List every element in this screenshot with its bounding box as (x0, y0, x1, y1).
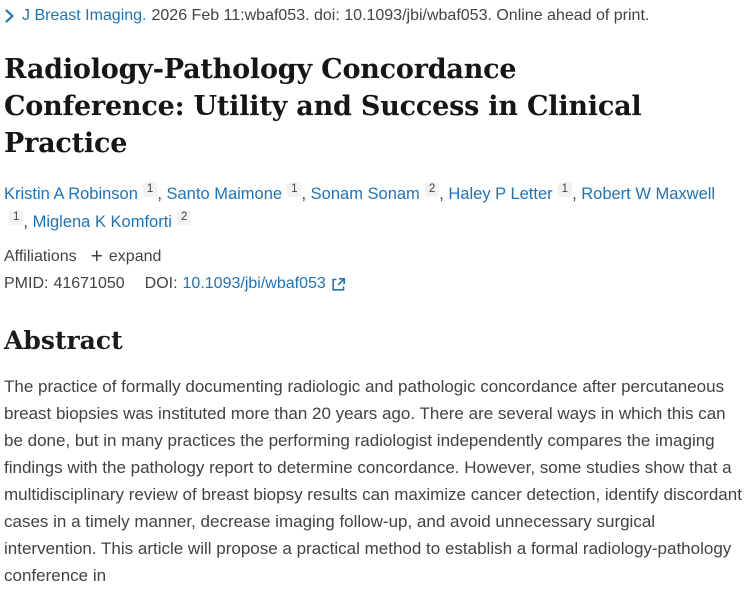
identifiers-row: PMID: 41671050 DOI: 10.1093/jbi/wbaf053 (4, 275, 746, 293)
abstract-heading: Abstract (4, 326, 123, 355)
author-affiliation-number[interactable]: 1 (287, 182, 302, 197)
author-link[interactable]: Santo Maimone (166, 185, 283, 203)
author-affiliation-number[interactable]: 1 (557, 182, 573, 197)
doi-link[interactable]: 10.1093/jbi/wbaf053 (182, 275, 326, 292)
author-affiliation-number[interactable]: 2 (176, 210, 192, 225)
doi-label: DOI: (144, 275, 178, 292)
affiliations-row: Affiliations + expand (4, 245, 746, 268)
authors-list: Kristin A Robinson 1, Santo Maimone 1, Son… (4, 180, 734, 236)
author: Kristin A Robinson 1 (4, 182, 158, 203)
author: Haley P Letter 1 (448, 182, 573, 203)
author-separator: , (157, 185, 167, 203)
author-link[interactable]: Haley P Letter (448, 185, 553, 203)
author: Sonam Sonam 2 (310, 182, 440, 203)
expand-button-label: expand (108, 248, 162, 265)
author-separator: , (301, 185, 311, 203)
journal-link[interactable]: J Breast Imaging. (22, 7, 147, 24)
chevron-right-icon[interactable] (4, 9, 15, 23)
author-link[interactable]: Sonam Sonam (310, 185, 420, 203)
external-link-icon[interactable] (331, 277, 346, 292)
author-separator: , (572, 185, 582, 203)
author: Robert W Maxwell 1 (4, 185, 715, 231)
author-affiliation-number[interactable]: 1 (142, 182, 158, 197)
author-separator: , (23, 213, 33, 231)
affiliations-expand-button[interactable]: + expand (90, 245, 162, 268)
pmid-label: PMID: (4, 275, 49, 292)
author: Miglena K Komforti 2 (32, 210, 192, 231)
author-affiliation-number[interactable]: 2 (424, 182, 440, 197)
article-page: J Breast Imaging. 2026 Feb 11:wbaf053. d… (4, 6, 746, 589)
affiliations-label: Affiliations (4, 248, 77, 265)
author-link[interactable]: Robert W Maxwell (581, 185, 716, 203)
author-separator: , (439, 185, 449, 203)
article-title: Radiology-Pathology Concordance Conferen… (4, 54, 642, 159)
citation-details: 2026 Feb 11:wbaf053. doi: 10.1093/jbi/wb… (151, 7, 650, 24)
abstract-text: The practice of formally documenting rad… (4, 377, 742, 585)
plus-icon: + (90, 245, 103, 268)
author-link[interactable]: Kristin A Robinson (4, 185, 138, 203)
journal-citation: J Breast Imaging. 2026 Feb 11:wbaf053. d… (4, 6, 746, 26)
author-affiliation-number[interactable]: 1 (9, 210, 24, 225)
author-link[interactable]: Miglena K Komforti (32, 213, 172, 231)
author: Santo Maimone 1 (166, 182, 302, 203)
pmid-value: 41671050 (53, 275, 125, 292)
